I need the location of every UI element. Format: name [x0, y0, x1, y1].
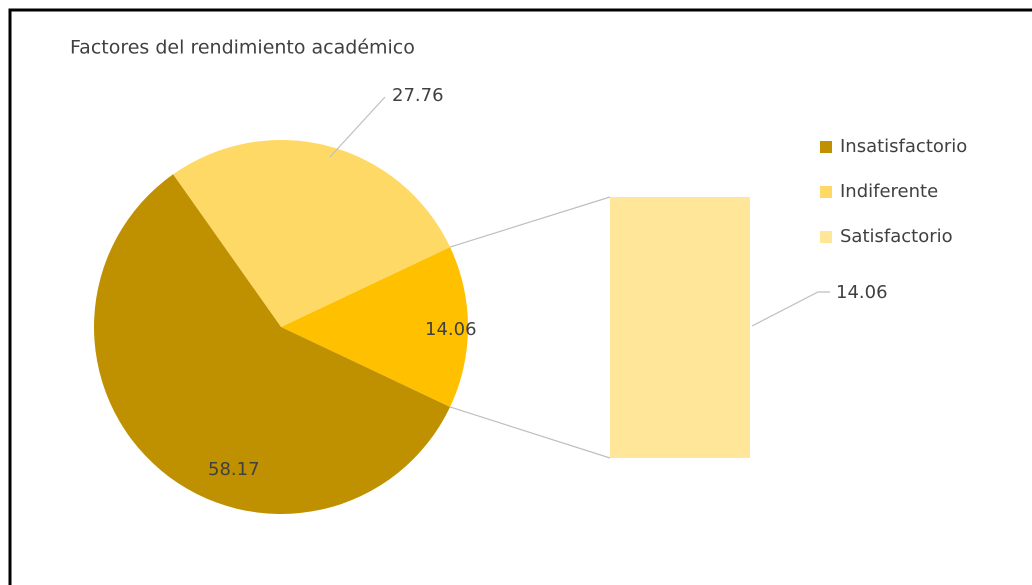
- connector: [449, 196, 611, 248]
- connector: [449, 406, 611, 459]
- chart-title: Factores del rendimiento académico: [70, 37, 415, 59]
- legend-swatch: [820, 186, 832, 198]
- bar: [610, 197, 750, 458]
- data-label: 14.06: [425, 319, 477, 340]
- pie-slice: [173, 139, 451, 327]
- legend-swatch: [820, 141, 832, 153]
- leader-line: [751, 291, 830, 327]
- pie-slice: [94, 174, 451, 514]
- legend-label: Insatisfactorio: [840, 136, 967, 157]
- data-label: 58.17: [208, 459, 260, 480]
- legend-label: Indiferente: [840, 181, 938, 202]
- pie-slice-other: [281, 247, 468, 407]
- data-label: 14.06: [836, 282, 888, 303]
- legend-label: Satisfactorio: [840, 226, 953, 247]
- legend-swatch: [820, 231, 832, 243]
- data-label: 27.76: [392, 85, 444, 106]
- leader-line: [329, 96, 386, 158]
